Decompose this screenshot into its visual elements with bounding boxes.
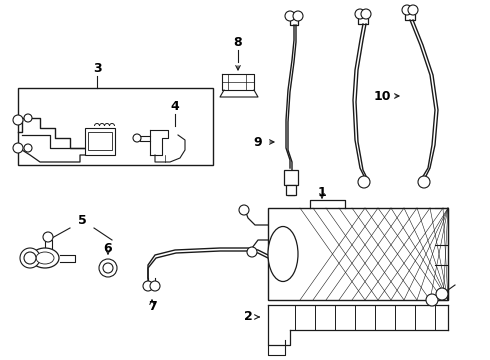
Ellipse shape [31, 248, 59, 268]
Bar [284, 170, 298, 185]
Circle shape [20, 248, 40, 268]
Text: 1: 1 [318, 185, 326, 198]
Text: 3: 3 [93, 62, 101, 75]
Circle shape [150, 281, 160, 291]
Bar [88, 132, 112, 150]
Circle shape [436, 288, 448, 300]
Circle shape [285, 11, 295, 21]
Text: 10: 10 [373, 90, 391, 103]
Circle shape [99, 259, 117, 277]
Text: 8: 8 [234, 36, 243, 49]
Bar [18, 88, 213, 165]
Bar [286, 185, 296, 195]
Circle shape [358, 176, 370, 188]
Ellipse shape [36, 252, 54, 264]
Circle shape [43, 232, 53, 242]
Text: 4: 4 [171, 99, 179, 112]
Circle shape [355, 9, 365, 19]
Circle shape [361, 9, 371, 19]
Ellipse shape [268, 226, 298, 282]
Circle shape [24, 144, 32, 152]
Circle shape [426, 294, 438, 306]
Circle shape [24, 252, 36, 264]
Circle shape [13, 115, 23, 125]
Bar [85, 128, 115, 155]
Text: 9: 9 [254, 135, 262, 149]
Circle shape [408, 5, 418, 15]
Text: 7: 7 [147, 300, 156, 312]
Circle shape [133, 134, 141, 142]
Circle shape [247, 247, 257, 257]
Circle shape [24, 114, 32, 122]
Circle shape [143, 281, 153, 291]
Circle shape [418, 176, 430, 188]
Text: 6: 6 [104, 242, 112, 255]
Circle shape [402, 5, 412, 15]
Circle shape [293, 11, 303, 21]
Circle shape [239, 205, 249, 215]
Text: 5: 5 [77, 213, 86, 226]
Text: 2: 2 [244, 310, 252, 324]
Circle shape [103, 263, 113, 273]
Circle shape [13, 143, 23, 153]
Bar [268, 208, 448, 300]
